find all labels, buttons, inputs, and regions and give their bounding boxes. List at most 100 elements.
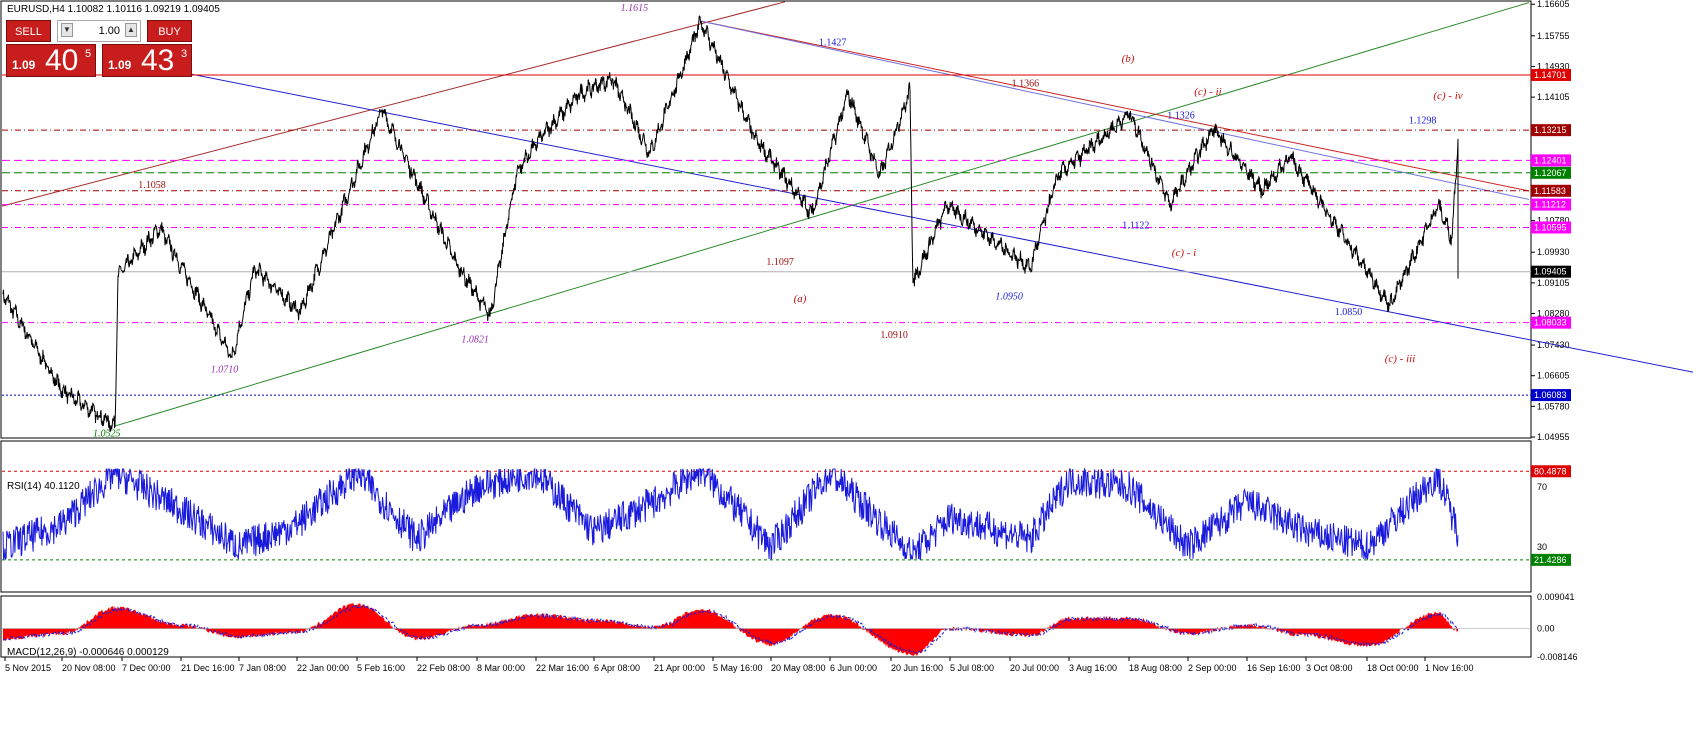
level-price-tag-1.08033 xyxy=(1531,316,1571,329)
time-axis-tick-label: 20 Jun 16:00 xyxy=(891,663,943,673)
rsi-pane-frame xyxy=(0,440,1532,593)
price-annotation-1.0850: 1.0850 xyxy=(1335,307,1363,318)
level-price-tag-1.13215 xyxy=(1531,124,1571,137)
time-axis-tick-label: 7 Jan 08:00 xyxy=(239,663,286,673)
buy-price-button[interactable]: 1.09 43 3 xyxy=(102,44,192,77)
buy-price-small: 1.09 xyxy=(108,58,132,72)
wave-label: (c) - ii xyxy=(1194,86,1221,98)
price-series-line xyxy=(2,15,1459,433)
time-axis-tick-label: 20 Nov 08:00 xyxy=(62,663,116,673)
level-price-tag-text: 1.06083 xyxy=(1534,390,1567,400)
green-uptrend-line xyxy=(114,2,1530,427)
rsi-level-tag-text: 21.4286 xyxy=(1534,555,1567,565)
wave-label: (b) xyxy=(1122,53,1135,65)
level-price-tag-text: 1.09405 xyxy=(1534,267,1567,277)
level-price-tag-1.11583 xyxy=(1531,184,1571,197)
time-axis-tick-label: 22 Feb 08:00 xyxy=(417,663,470,673)
level-price-tag-1.06083 xyxy=(1531,389,1571,402)
price-annotation-1.1427: 1.1427 xyxy=(819,38,847,49)
time-axis-tick-label: 18 Oct 00:00 xyxy=(1367,663,1419,673)
level-price-tag-1.10595 xyxy=(1531,221,1571,234)
price-axis-tick-label: 1.05780 xyxy=(1537,401,1570,411)
sell-price-button[interactable]: 1.09 40 5 xyxy=(6,44,96,77)
level-price-tag-text: 1.14701 xyxy=(1534,70,1567,80)
level-price-tag-text: 1.11212 xyxy=(1534,200,1566,210)
blue-resistance-line xyxy=(700,20,1530,200)
rsi-level-tag-text: 80.4878 xyxy=(1534,466,1567,476)
level-price-tag-1.14701 xyxy=(1531,68,1571,81)
level-price-tag-1.12401 xyxy=(1531,154,1571,167)
time-axis-tick-label: 5 Feb 16:00 xyxy=(357,663,405,673)
sell-price-big: 40 xyxy=(45,44,79,77)
symbol-info-label: EURUSD,H4 1.10082 1.10116 1.09219 1.0940… xyxy=(7,4,220,15)
sell-button[interactable]: SELL xyxy=(6,20,51,42)
time-axis-tick-label: 18 Aug 08:00 xyxy=(1129,663,1182,673)
time-axis-tick-label: 5 May 16:00 xyxy=(713,663,763,673)
rsi-level-tag xyxy=(1531,465,1571,478)
price-annotation-1.0525: 1.0525 xyxy=(93,428,121,439)
price-annotation-1.0910: 1.0910 xyxy=(880,330,908,341)
level-price-tag-text: 1.11583 xyxy=(1534,186,1566,196)
time-axis-tick-label: 20 May 08:00 xyxy=(771,663,826,673)
time-axis-tick-label: 21 Apr 00:00 xyxy=(654,663,705,673)
time-axis-tick-label: 21 Dec 16:00 xyxy=(181,663,235,673)
price-axis-tick-label: 1.09105 xyxy=(1537,278,1570,288)
level-price-tag-text: 1.12067 xyxy=(1534,168,1567,178)
red-resistance-line xyxy=(700,20,1530,192)
rsi-series-line xyxy=(2,467,1459,561)
rsi-axis-tick-label: 70 xyxy=(1537,482,1547,492)
level-price-tag-text: 1.08033 xyxy=(1534,318,1567,328)
price-annotation-1.1615: 1.1615 xyxy=(621,3,649,14)
lot-decrease-icon[interactable]: ▼ xyxy=(61,23,73,37)
sell-price-small: 1.09 xyxy=(12,58,36,72)
rsi-label: RSI(14) 40.1120 xyxy=(7,481,80,492)
time-axis-tick-label: 22 Mar 16:00 xyxy=(536,663,589,673)
price-annotation-1.1298: 1.1298 xyxy=(1409,115,1437,126)
time-axis-tick-label: 5 Jul 08:00 xyxy=(950,663,994,673)
level-price-tag-1.09405 xyxy=(1531,265,1571,278)
price-annotation-1.0710: 1.0710 xyxy=(211,365,239,376)
time-axis-tick-label: 6 Jun 00:00 xyxy=(830,663,877,673)
time-axis-tick-label: 5 Nov 2015 xyxy=(5,663,51,673)
buy-price-sup: 3 xyxy=(181,48,188,60)
buy-price-big: 43 xyxy=(141,44,175,77)
price-annotation-1.1122: 1.1122 xyxy=(1122,220,1149,231)
price-annotation-1.1058: 1.1058 xyxy=(138,180,166,191)
time-axis-tick-label: 20 Jul 00:00 xyxy=(1010,663,1059,673)
price-annotation-1.1326: 1.1326 xyxy=(1167,111,1195,122)
rsi-axis-tick-label: 30 xyxy=(1537,542,1547,552)
price-axis-tick-label: 1.10780 xyxy=(1537,216,1570,226)
macd-axis-tick-label: -0.008146 xyxy=(1537,652,1578,662)
wave-label: (c) - iv xyxy=(1433,90,1462,102)
rsi-level-tag xyxy=(1531,553,1571,566)
price-axis-tick-label: 1.08280 xyxy=(1537,308,1570,318)
time-axis-tick-label: 8 Mar 00:00 xyxy=(477,663,525,673)
buy-button[interactable]: BUY xyxy=(147,20,192,42)
one-click-trading-panel: SELL 1.00 ▼ ▲ BUY 1.09 40 5 1.09 43 3 xyxy=(6,20,192,78)
time-axis-tick-label: 3 Aug 16:00 xyxy=(1069,663,1117,673)
time-axis-tick-label: 3 Oct 08:00 xyxy=(1306,663,1353,673)
macd-signal-line xyxy=(3,603,1459,655)
lot-size-input[interactable]: 1.00 xyxy=(57,20,141,42)
wave-label: (a) xyxy=(794,293,807,305)
time-axis-tick-label: 6 Apr 08:00 xyxy=(594,663,640,673)
macd-label: MACD(12,26,9) -0.000646 0.000129 xyxy=(7,647,169,658)
macd-pane-frame xyxy=(0,595,1532,658)
price-axis-tick-label: 1.09930 xyxy=(1537,247,1570,257)
wave-label: (c) - i xyxy=(1172,247,1196,259)
price-axis-tick-label: 1.14105 xyxy=(1537,92,1570,102)
wave-label: (c) - iii xyxy=(1385,353,1416,365)
level-price-tag-text: 1.10595 xyxy=(1534,222,1567,232)
price-annotation-1.0821: 1.0821 xyxy=(461,334,489,345)
time-axis-tick-label: 7 Dec 00:00 xyxy=(122,663,171,673)
price-annotation-1.1366: 1.1366 xyxy=(1012,79,1040,90)
lot-increase-icon[interactable]: ▲ xyxy=(125,23,137,37)
price-annotation-1.0950: 1.0950 xyxy=(995,291,1023,302)
price-annotation-1.1097: 1.1097 xyxy=(766,257,794,268)
time-axis-tick-label: 22 Jan 00:00 xyxy=(297,663,349,673)
level-price-tag-1.12067 xyxy=(1531,166,1571,179)
level-price-tag-text: 1.13215 xyxy=(1534,125,1567,135)
price-axis-tick-label: 1.07430 xyxy=(1537,340,1570,350)
time-axis-tick-label: 16 Sep 16:00 xyxy=(1247,663,1301,673)
